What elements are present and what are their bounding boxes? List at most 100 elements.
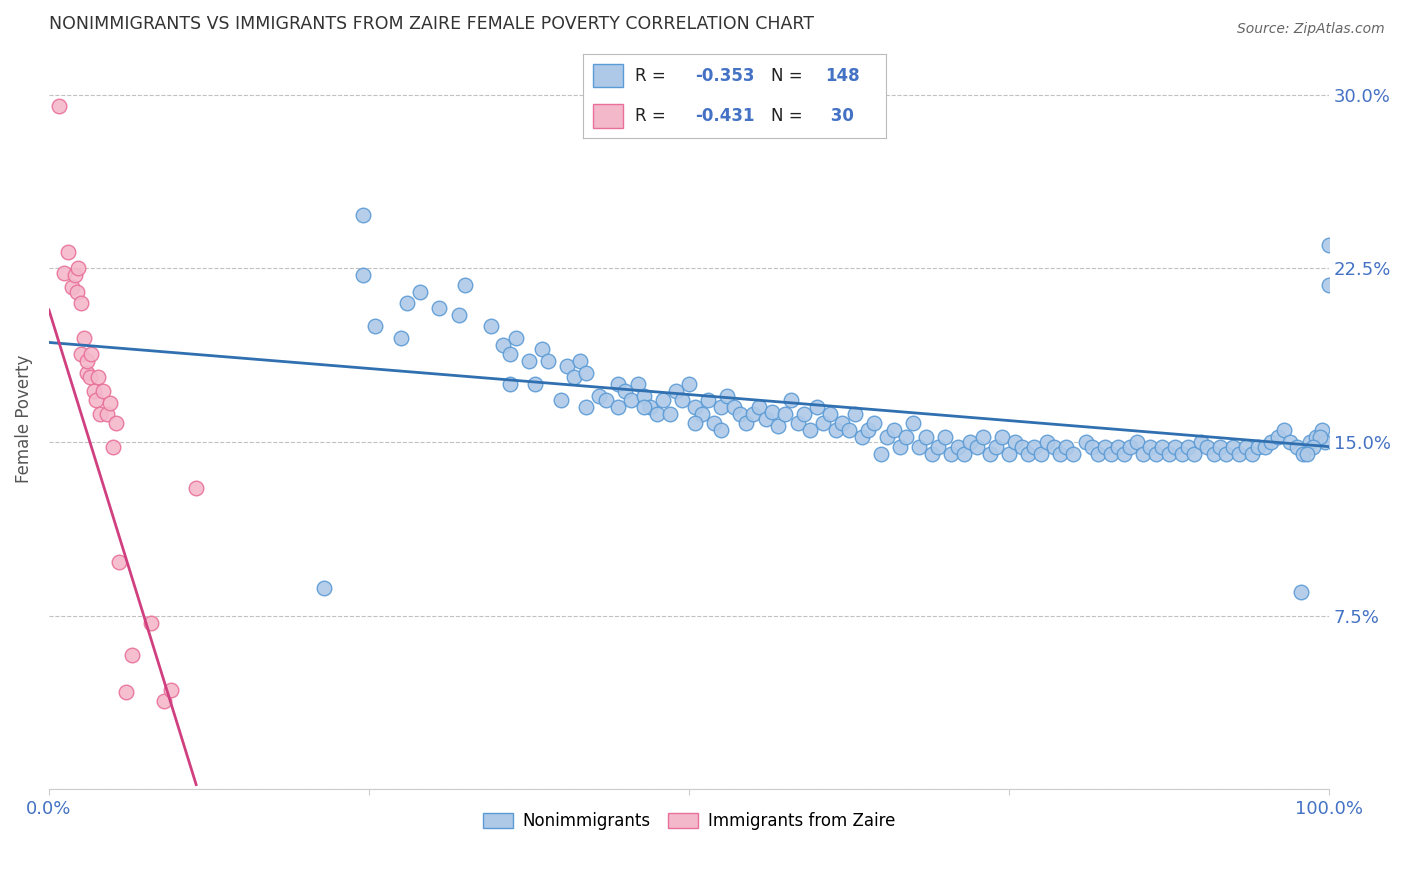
Point — [1170, 446, 1192, 460]
Point — [1126, 434, 1149, 449]
Point — [768, 418, 790, 433]
Point — [1292, 446, 1315, 460]
Point — [723, 401, 745, 415]
Point — [645, 407, 668, 421]
Point — [121, 648, 143, 662]
Point — [66, 285, 89, 299]
Point — [1132, 446, 1154, 460]
Point — [352, 208, 374, 222]
Point — [1298, 434, 1320, 449]
Point — [735, 417, 758, 431]
Point — [1189, 434, 1212, 449]
Point — [1177, 440, 1199, 454]
Point — [141, 615, 163, 630]
Point — [946, 440, 969, 454]
Point — [1144, 446, 1167, 460]
Point — [1107, 440, 1129, 454]
Point — [728, 407, 751, 421]
Point — [1087, 446, 1109, 460]
Point — [607, 377, 630, 392]
Point — [1313, 434, 1336, 449]
Point — [941, 446, 963, 460]
Point — [96, 407, 118, 421]
Point — [1302, 440, 1324, 454]
FancyBboxPatch shape — [592, 104, 623, 128]
Point — [1254, 440, 1277, 454]
Text: 148: 148 — [825, 67, 860, 85]
Point — [813, 417, 835, 431]
Text: N =: N = — [770, 107, 808, 125]
Point — [901, 417, 924, 431]
Point — [851, 430, 873, 444]
Point — [613, 384, 636, 398]
Point — [555, 359, 578, 373]
Point — [1296, 446, 1319, 460]
Point — [364, 319, 387, 334]
Point — [652, 393, 675, 408]
Point — [1209, 440, 1232, 454]
Point — [1317, 277, 1340, 292]
Point — [921, 446, 943, 460]
Point — [627, 377, 650, 392]
Point — [153, 694, 176, 708]
Point — [159, 682, 181, 697]
Point — [761, 405, 783, 419]
Point — [665, 384, 688, 398]
Point — [1042, 440, 1064, 454]
Point — [114, 685, 136, 699]
Point — [1215, 446, 1237, 460]
Point — [1081, 440, 1104, 454]
Point — [889, 440, 911, 454]
Point — [953, 446, 976, 460]
Point — [818, 407, 841, 421]
Point — [76, 354, 98, 368]
Point — [658, 407, 681, 421]
Point — [63, 268, 86, 283]
Point — [550, 393, 572, 408]
Point — [83, 384, 105, 398]
Point — [1247, 440, 1270, 454]
Text: NONIMMIGRANTS VS IMMIGRANTS FROM ZAIRE FEMALE POVERTY CORRELATION CHART: NONIMMIGRANTS VS IMMIGRANTS FROM ZAIRE F… — [49, 15, 814, 33]
Point — [780, 393, 803, 408]
Point — [1017, 446, 1039, 460]
Point — [1062, 446, 1084, 460]
Point — [70, 296, 93, 310]
Point — [825, 424, 848, 438]
Point — [56, 245, 79, 260]
Point — [991, 430, 1014, 444]
Point — [427, 301, 450, 315]
Point — [569, 354, 592, 368]
Point — [863, 417, 886, 431]
Point — [1054, 440, 1077, 454]
Point — [1112, 446, 1135, 460]
Point — [492, 337, 515, 351]
Point — [799, 424, 821, 438]
Point — [710, 424, 733, 438]
Point — [1305, 430, 1327, 444]
Point — [869, 446, 891, 460]
Point — [966, 440, 988, 454]
Point — [1182, 446, 1205, 460]
Point — [1197, 440, 1219, 454]
Point — [908, 440, 931, 454]
Point — [914, 430, 936, 444]
Point — [927, 440, 949, 454]
Point — [748, 401, 770, 415]
Point — [640, 401, 662, 415]
Point — [53, 266, 76, 280]
Point — [1049, 446, 1071, 460]
Point — [595, 393, 617, 408]
Point — [447, 308, 470, 322]
Point — [671, 393, 693, 408]
Point — [48, 99, 70, 113]
Point — [934, 430, 956, 444]
Legend: Nonimmigrants, Immigrants from Zaire: Nonimmigrants, Immigrants from Zaire — [477, 805, 901, 837]
Point — [883, 424, 905, 438]
Point — [786, 417, 808, 431]
Point — [1222, 440, 1244, 454]
Point — [793, 407, 815, 421]
Point — [352, 268, 374, 283]
Point — [86, 393, 108, 408]
Point — [409, 285, 432, 299]
Point — [1164, 440, 1187, 454]
